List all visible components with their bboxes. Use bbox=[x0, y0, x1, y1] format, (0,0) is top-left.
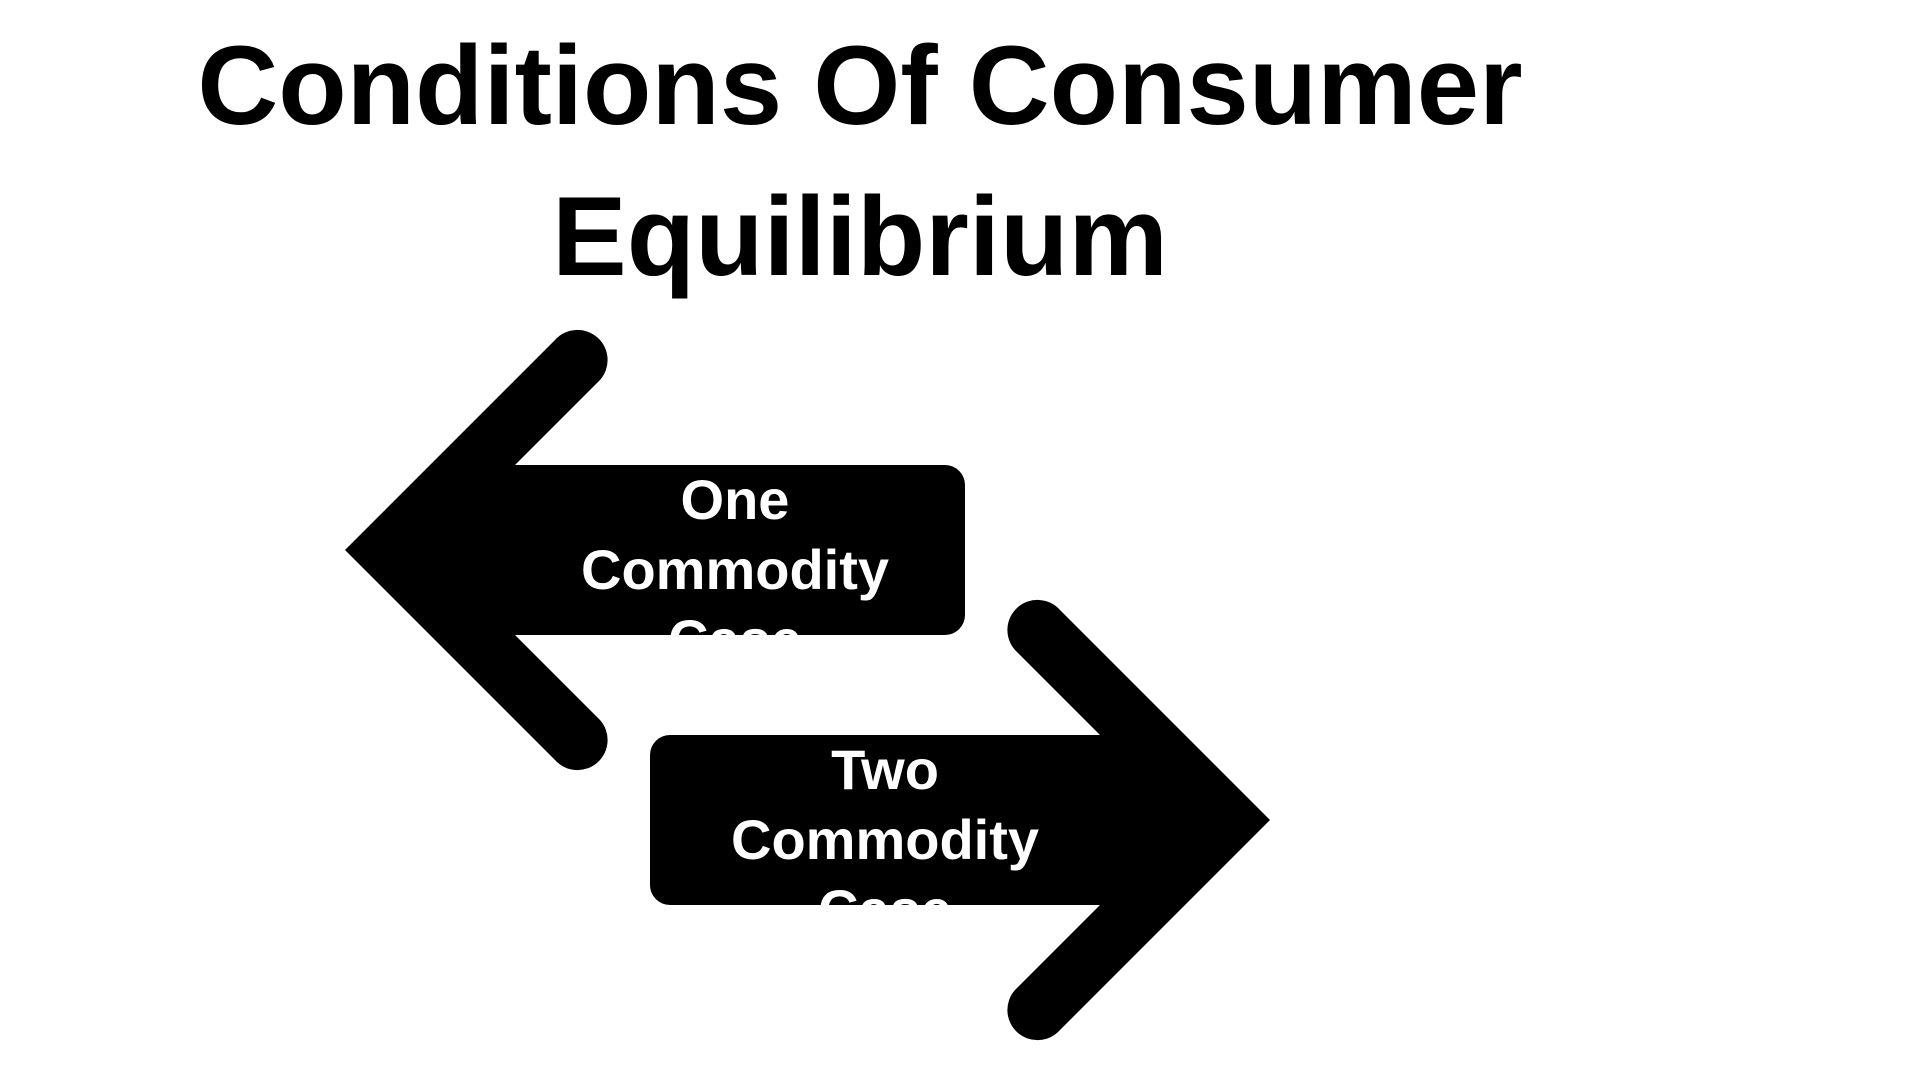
page-title: Conditions Of Consumer Equilibrium bbox=[110, 10, 1610, 312]
title-line1: Conditions Of Consumer bbox=[197, 23, 1522, 148]
right-arrow: Two Commodity Case bbox=[650, 580, 1270, 1060]
title-line2: Equilibrium bbox=[552, 174, 1168, 299]
right-arrow-label: Two Commodity Case bbox=[675, 735, 1095, 945]
